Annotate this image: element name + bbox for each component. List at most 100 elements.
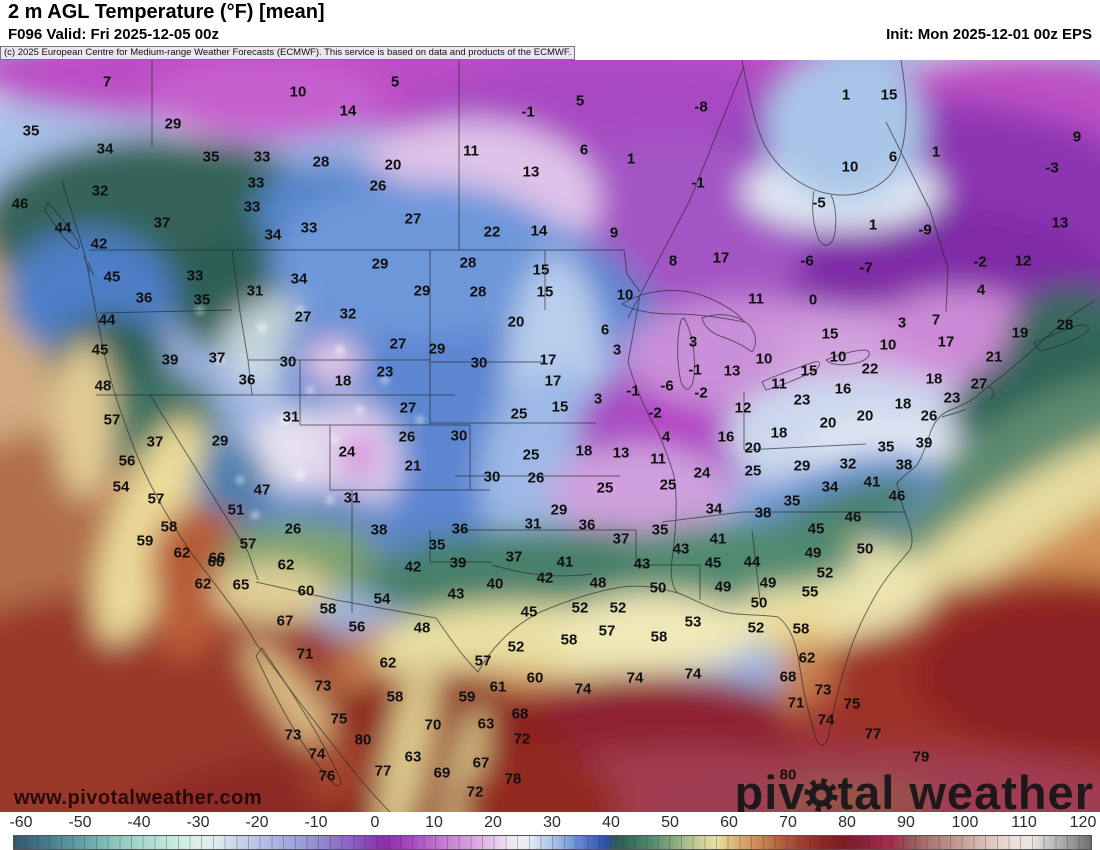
- temp-label: 0: [808, 291, 818, 309]
- snow-speckle-texture: [196, 306, 424, 519]
- temp-label: 3: [688, 333, 698, 351]
- temp-label: 7: [102, 73, 112, 91]
- temp-label: 55: [801, 583, 819, 601]
- temp-label: 44: [54, 219, 72, 237]
- temp-label: 75: [330, 710, 348, 728]
- temp-label: 43: [633, 555, 651, 573]
- temp-label: -1: [691, 174, 705, 192]
- temp-label: 36: [451, 520, 469, 538]
- temp-label: 10: [289, 83, 307, 101]
- temp-label: 62: [277, 556, 295, 574]
- temp-label: 71: [787, 694, 805, 712]
- map-borders: [44, 60, 1095, 812]
- temp-label: 6: [888, 148, 898, 166]
- temp-label: 42: [536, 569, 554, 587]
- colorbar-tick: -10: [304, 814, 328, 831]
- temp-label: 11: [771, 375, 787, 393]
- temp-label: 44: [743, 553, 761, 571]
- temp-label: 25: [510, 405, 528, 423]
- temp-label: 15: [532, 261, 550, 279]
- temp-label: 10: [841, 158, 859, 176]
- temp-label: 72: [466, 783, 484, 801]
- temp-label: -1: [688, 361, 702, 379]
- temp-label: 26: [398, 428, 416, 446]
- colorbar-gradient: [13, 835, 1092, 850]
- temp-label: -3: [1045, 159, 1059, 177]
- colorbar-tick: -20: [245, 814, 269, 831]
- temp-label: 31: [524, 515, 542, 533]
- colorbar-tick: 80: [838, 814, 856, 831]
- temp-label: 11: [463, 142, 479, 160]
- temp-label: 54: [112, 478, 130, 496]
- temp-label: 52: [816, 564, 834, 582]
- colorbar-footer: -60 -50 -40 -30 -20 -10 0 10 20 30 40 50 60 70 80 90 100…: [0, 812, 1100, 850]
- temp-label: 42: [90, 235, 108, 253]
- temp-label: 22: [483, 223, 501, 241]
- temp-label: -5: [812, 194, 826, 212]
- temp-label: 12: [734, 399, 752, 417]
- temp-label: 27: [389, 335, 407, 353]
- temp-label: 35: [651, 521, 669, 539]
- temp-label: 30: [470, 354, 488, 372]
- temp-label: 10: [879, 336, 897, 354]
- temp-label: 33: [253, 148, 271, 166]
- copyright-notice: (c) 2025 European Centre for Medium-rang…: [0, 46, 576, 60]
- temp-label: 31: [246, 282, 264, 300]
- temp-label: 23: [376, 363, 394, 381]
- temp-label: 35: [202, 148, 220, 166]
- temp-label: 50: [750, 594, 768, 612]
- temp-label: 73: [814, 681, 832, 699]
- temp-label: 46: [888, 487, 906, 505]
- temp-label: -8: [694, 98, 708, 116]
- temp-label: 29: [371, 255, 389, 273]
- temp-label: 35: [877, 438, 895, 456]
- temp-label: 17: [544, 372, 562, 390]
- temperature-field: [0, 60, 1100, 812]
- temp-label: -2: [973, 253, 987, 271]
- colorbar-tick: -40: [127, 814, 151, 831]
- temp-label: 40: [486, 575, 504, 593]
- temp-label: 11: [748, 290, 764, 308]
- temperature-labels-layer: 7 10 14 35 29 34 35 33 28 32 33 46 33 44 37 34 33 42 45 33 3…: [0, 60, 1100, 812]
- temp-label: 26: [920, 407, 938, 425]
- temp-label: 36: [578, 516, 596, 534]
- temp-label: 39: [449, 554, 467, 572]
- temp-label: 61: [489, 678, 507, 696]
- temp-label: 46: [11, 195, 29, 213]
- temp-label: 20: [819, 414, 837, 432]
- temp-label: 78: [504, 770, 522, 788]
- temp-label: 60: [297, 582, 315, 600]
- temp-label: 54: [373, 590, 391, 608]
- temp-label: 15: [800, 362, 818, 380]
- temp-label: 3: [612, 341, 622, 359]
- colorbar-tick: 50: [661, 814, 679, 831]
- temp-label: 48: [413, 619, 431, 637]
- temp-label: 39: [161, 351, 179, 369]
- temp-label: 15: [821, 325, 839, 343]
- colorbar-tick: 40: [602, 814, 620, 831]
- temp-label: 9: [1072, 128, 1082, 146]
- temp-label: 16: [717, 428, 735, 446]
- temp-label: 24: [693, 464, 711, 482]
- temp-label: 37: [612, 530, 630, 548]
- temp-label: 69: [433, 764, 451, 782]
- temp-label: 27: [399, 399, 417, 417]
- temp-label: 42: [404, 558, 422, 576]
- temp-label: 27: [970, 375, 988, 393]
- temp-label: 49: [759, 574, 777, 592]
- temp-label: 21: [985, 348, 1003, 366]
- temp-label: 62: [194, 575, 212, 593]
- temp-label: -1: [626, 382, 640, 400]
- temp-label: 1: [626, 150, 636, 168]
- colorbar-tick: 110: [1011, 814, 1037, 831]
- colorbar-tick: 70: [779, 814, 797, 831]
- temp-label: 62: [173, 544, 191, 562]
- temp-label: 46: [844, 508, 862, 526]
- colorbar-tick: 90: [897, 814, 915, 831]
- temp-label: 37: [505, 548, 523, 566]
- temp-label: 45: [704, 554, 722, 572]
- temp-label: 20: [856, 407, 874, 425]
- temp-label: 35: [193, 291, 211, 309]
- temp-label: 58: [386, 688, 404, 706]
- temp-label: 29: [211, 432, 229, 450]
